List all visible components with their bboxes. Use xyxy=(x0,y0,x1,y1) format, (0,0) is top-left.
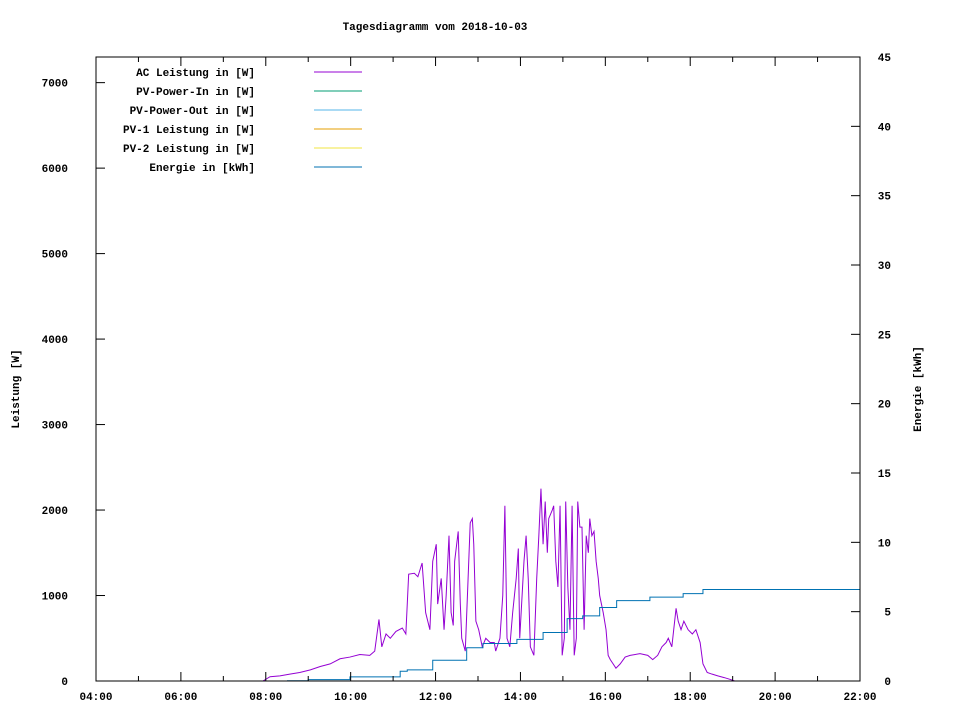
y2-tick-label: 20 xyxy=(878,400,891,412)
series-line-5 xyxy=(287,588,860,682)
y-tick-label: 7000 xyxy=(42,79,68,91)
y2-tick-label: 45 xyxy=(878,53,892,65)
y-tick-label: 1000 xyxy=(42,592,68,604)
x-tick-label: 18:00 xyxy=(674,692,707,704)
axes-layer: 04:00 06:00 08:00 10:00 12:00 14:00 16:00 18:00… xyxy=(42,53,892,704)
legend-label: AC Leistung in [W] xyxy=(136,68,255,80)
y-tick-label: 2000 xyxy=(42,506,68,518)
y-tick-label: 6000 xyxy=(42,164,68,176)
y2-tick-label: 25 xyxy=(878,330,892,342)
x-tick-label: 12:00 xyxy=(419,692,452,704)
y2-tick-label: 15 xyxy=(878,469,892,481)
legend-label: PV-Power-Out in [W] xyxy=(130,106,255,118)
y2-tick-label: 30 xyxy=(878,261,891,273)
x-tick-label: 04:00 xyxy=(79,692,112,704)
x-tick-label: 22:00 xyxy=(843,692,876,704)
legend-label: PV-Power-In in [W] xyxy=(136,87,255,99)
y-tick-label: 0 xyxy=(61,677,68,689)
y2-tick-label: 10 xyxy=(878,538,891,550)
legend: AC Leistung in [W] PV-Power-In in [W] PV-P… xyxy=(123,68,362,175)
y-tick-label: 5000 xyxy=(42,250,68,262)
y2-tick-label: 5 xyxy=(884,608,891,620)
y-tick-label: 4000 xyxy=(42,335,68,347)
legend-label: PV-1 Leistung in [W] xyxy=(123,125,255,137)
x-tick-label: 08:00 xyxy=(249,692,282,704)
legend-label: Energie in [kWh] xyxy=(149,163,255,175)
chart-title: Tagesdiagramm vom 2018-10-03 xyxy=(343,22,528,34)
legend-label: PV-2 Leistung in [W] xyxy=(123,144,255,156)
y-tick-label: 3000 xyxy=(42,421,68,433)
y2-tick-label: 0 xyxy=(884,677,891,689)
y-axis-label: Leistung [W] xyxy=(11,349,23,428)
y2-tick-label: 35 xyxy=(878,192,892,204)
x-tick-label: 06:00 xyxy=(164,692,197,704)
x-tick-label: 14:00 xyxy=(504,692,537,704)
x-tick-label: 10:00 xyxy=(334,692,367,704)
x-tick-label: 16:00 xyxy=(589,692,622,704)
series-layer xyxy=(262,488,860,682)
x-tick-label: 20:00 xyxy=(759,692,792,704)
series-line-0 xyxy=(262,488,735,682)
y2-axis-label: Energie [kWh] xyxy=(913,346,925,432)
y2-tick-label: 40 xyxy=(878,122,891,134)
